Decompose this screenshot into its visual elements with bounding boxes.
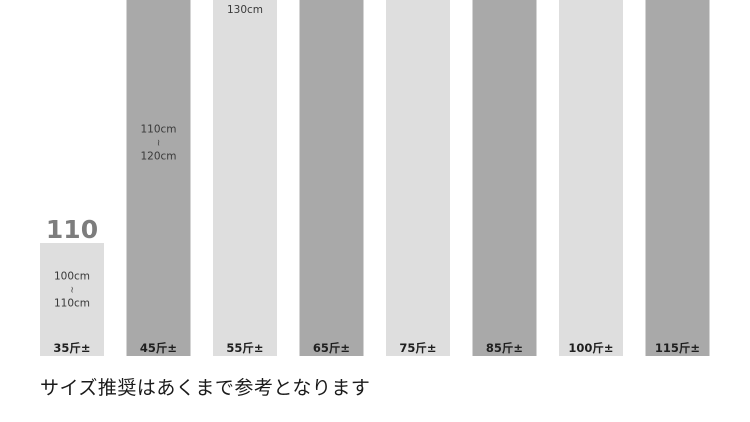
weight-label: 100斤± [568, 341, 613, 355]
height-range-low: 110cm [140, 124, 176, 136]
weight-label: 115斤± [655, 341, 700, 355]
height-range-low: 100cm [54, 270, 90, 282]
height-range-separator: ≀ [70, 285, 73, 295]
weight-label: 45斤± [140, 341, 177, 355]
bar-110 [40, 243, 104, 356]
bar-180 [645, 0, 710, 356]
bar-170 [559, 0, 623, 356]
weight-label: 55斤± [226, 341, 263, 355]
bar-130 [213, 0, 277, 356]
bar-120 [126, 0, 191, 356]
height-range-high: 120cm [140, 151, 176, 163]
height-range-high: 110cm [54, 297, 90, 309]
weight-label: 65斤± [313, 341, 350, 355]
weight-label: 35斤± [53, 341, 90, 355]
bar-140 [299, 0, 364, 356]
weight-label: 75斤± [399, 341, 436, 355]
bar-150 [386, 0, 450, 356]
bar-160 [472, 0, 537, 356]
height-range-separator: ≀ [243, 0, 246, 2]
height-range-high: 130cm [227, 4, 263, 16]
bar-value-label: 110 [46, 215, 98, 244]
height-range-separator: ≀ [157, 139, 160, 149]
size-disclaimer-caption: サイズ推奨はあくまで参考となります [40, 377, 371, 399]
weight-label: 85斤± [486, 341, 523, 355]
